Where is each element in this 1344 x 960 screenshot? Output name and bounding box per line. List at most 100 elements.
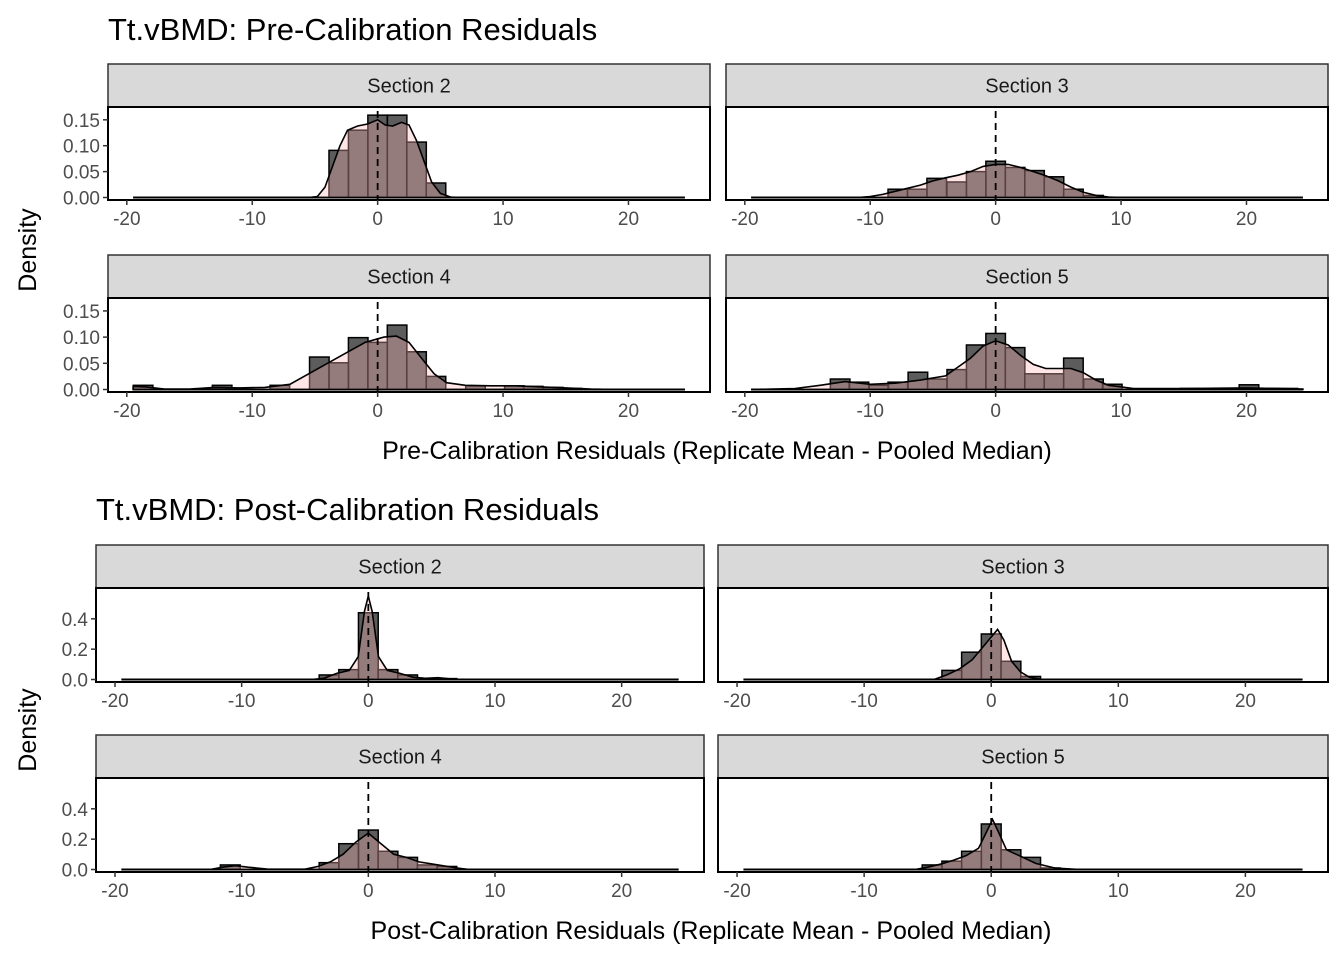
- x-tick-label: 10: [484, 691, 505, 712]
- facet-strip-label: Section 3: [985, 76, 1068, 98]
- density-curve: [132, 335, 685, 391]
- facet-strip-label: Section 3: [981, 557, 1064, 579]
- x-tick-label: 20: [1236, 209, 1257, 230]
- facet-strip-label: Section 4: [367, 267, 450, 289]
- x-tick-label: -20: [101, 691, 128, 712]
- y-tick-label: 0.0: [62, 861, 88, 882]
- density-curve: [914, 817, 1081, 871]
- post-calibration-x-axis-title: Post-Calibration Residuals (Replicate Me…: [371, 917, 1052, 945]
- x-tick-label: 20: [611, 881, 632, 902]
- pre-calibration-figure: Tt.vBMD: Pre-Calibration Residuals Pre-C…: [14, 12, 1329, 465]
- x-tick-label: -10: [228, 881, 255, 902]
- x-tick-label: 10: [492, 209, 513, 230]
- x-tick-label: -20: [113, 209, 140, 230]
- plot-background: [96, 588, 704, 682]
- panel-border: [725, 106, 1329, 201]
- facet-panel: Section 3 -20 -10 0 10 20: [725, 63, 1329, 230]
- x-tick-label: 0: [990, 401, 1001, 422]
- facet-strip: [725, 254, 1329, 299]
- facet-strip-label: Section 5: [981, 747, 1064, 769]
- panel-border: [717, 587, 1329, 683]
- y-tick-label: 0.05: [63, 163, 100, 184]
- y-tick-label: 0.0: [62, 671, 88, 692]
- x-tick-label: 0: [372, 401, 383, 422]
- post-calibration-figure: Tt.vBMD: Post-Calibration Residuals Post…: [14, 492, 1329, 945]
- density-curve: [311, 595, 464, 681]
- x-tick-label: -20: [731, 401, 758, 422]
- panel-border: [107, 297, 711, 393]
- facet-panel: Section 2 -20 -10 0 10 20 0.00 0.05 0.10 0.15: [63, 63, 711, 230]
- facet-strip-label: Section 2: [367, 76, 450, 98]
- plot-background: [718, 588, 1328, 682]
- x-tick-label: 10: [1110, 209, 1131, 230]
- x-tick-label: 0: [986, 691, 997, 712]
- y-tick-label: 0.15: [63, 111, 100, 132]
- panel-border: [725, 297, 1329, 393]
- x-tick-label: 10: [492, 401, 513, 422]
- facet-strip: [725, 63, 1329, 108]
- y-tick-label: 0.4: [62, 800, 89, 821]
- post-calibration-title: Tt.vBMD: Post-Calibration Residuals: [96, 492, 599, 527]
- x-tick-label: 10: [1108, 881, 1129, 902]
- facet-panel: Section 2 -20 -10 0 10 20 0.0 0.2 0.4: [62, 544, 705, 712]
- y-tick-label: 0.15: [63, 302, 100, 323]
- facet-strip: [717, 544, 1329, 589]
- x-tick-label: 0: [990, 209, 1001, 230]
- pre-calibration-title: Tt.vBMD: Pre-Calibration Residuals: [108, 12, 597, 47]
- y-tick-label: 0.10: [63, 328, 100, 349]
- panel-border: [107, 106, 711, 201]
- x-tick-label: 20: [618, 209, 639, 230]
- density-curve: [751, 339, 1304, 391]
- facet-strip: [107, 63, 711, 108]
- x-tick-label: -20: [723, 881, 750, 902]
- y-tick-label: 0.2: [62, 830, 88, 851]
- facet-strip: [95, 544, 705, 589]
- facet-strip: [107, 254, 711, 299]
- x-tick-label: 0: [363, 881, 374, 902]
- x-tick-label: 20: [1236, 401, 1257, 422]
- density-curve: [209, 832, 470, 871]
- facet-strip-label: Section 2: [358, 557, 441, 579]
- density-curve: [933, 628, 1043, 681]
- x-tick-label: -10: [850, 881, 877, 902]
- y-tick-label: 0.4: [62, 610, 89, 631]
- facet-panel: Section 3 -20 -10 0 10 20: [717, 544, 1329, 712]
- y-tick-label: 0.00: [63, 381, 100, 402]
- y-tick-label: 0.2: [62, 640, 88, 661]
- x-tick-label: -20: [113, 401, 140, 422]
- x-tick-label: 20: [1235, 881, 1256, 902]
- facet-strip: [95, 734, 705, 779]
- x-tick-label: -10: [856, 401, 883, 422]
- facet-panel: Section 5 -20 -10 0 10 20: [725, 254, 1329, 422]
- x-tick-label: -20: [101, 881, 128, 902]
- panel-border: [95, 587, 705, 683]
- y-tick-label: 0.05: [63, 354, 100, 375]
- panel-border: [717, 777, 1329, 873]
- x-tick-label: 10: [1108, 691, 1129, 712]
- panel-border: [95, 777, 705, 873]
- facet-strip-label: Section 5: [985, 267, 1068, 289]
- density-curve: [308, 118, 460, 199]
- x-tick-label: -10: [228, 691, 255, 712]
- x-tick-label: 0: [372, 209, 383, 230]
- x-tick-label: -10: [850, 691, 877, 712]
- x-tick-label: -10: [238, 209, 265, 230]
- x-tick-label: 20: [618, 401, 639, 422]
- x-tick-label: -20: [731, 209, 758, 230]
- facet-strip: [717, 734, 1329, 779]
- pre-calibration-y-axis-title: Density: [14, 208, 42, 292]
- pre-calibration-x-axis-title: Pre-Calibration Residuals (Replicate Mea…: [382, 437, 1052, 465]
- x-tick-label: -10: [856, 209, 883, 230]
- x-tick-label: -20: [723, 691, 750, 712]
- x-tick-label: -10: [238, 401, 265, 422]
- facet-panel: Section 4 -20 -10 0 10 20 0.0 0.2 0.4: [62, 734, 705, 902]
- y-tick-label: 0.10: [63, 137, 100, 158]
- x-tick-label: 0: [363, 691, 374, 712]
- plot-background: [718, 778, 1328, 872]
- x-tick-label: 0: [986, 881, 997, 902]
- facet-strip-label: Section 4: [358, 747, 441, 769]
- x-tick-label: 10: [484, 881, 505, 902]
- x-tick-label: 10: [1110, 401, 1131, 422]
- x-tick-label: 20: [611, 691, 632, 712]
